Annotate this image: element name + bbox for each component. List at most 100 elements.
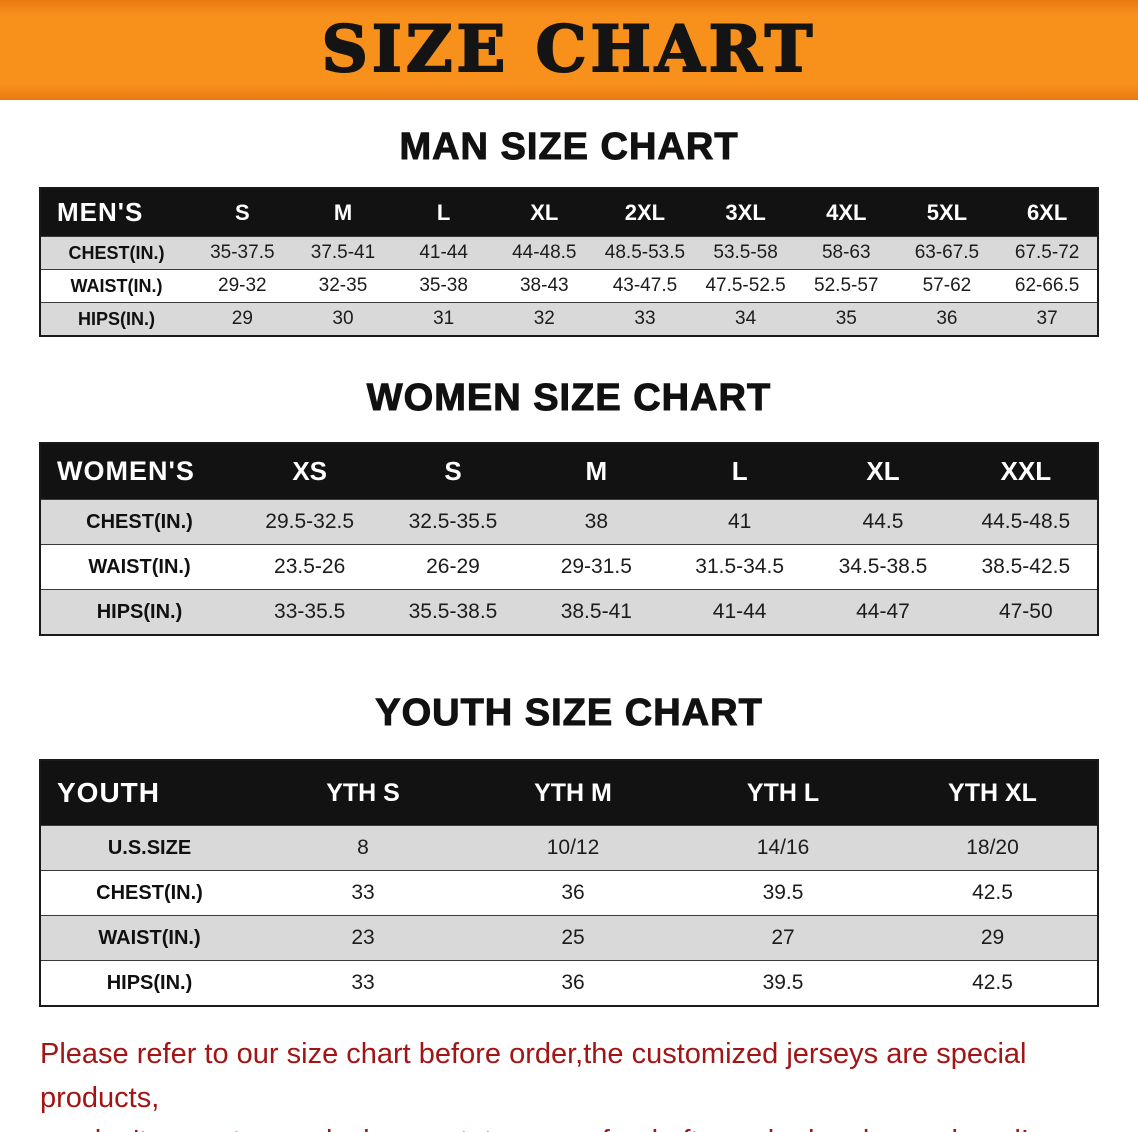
size-value-cell: 41-44 [419, 242, 468, 263]
women-size-chart-heading: WOMEN SIZE CHART [366, 377, 772, 420]
notice-line-1: Please refer to our size chart before or… [40, 1038, 1027, 1114]
size-value-cell: 47.5-52.5 [705, 275, 786, 296]
size-value-cell: 31 [433, 308, 455, 329]
youth-size-table: YOUTH YTH S YTH M YTH L YTH XL U.S.SIZE 8 10/12… [39, 759, 1099, 1007]
banner: SIZE CHART [0, 0, 1138, 100]
size-value-cell: 34.5-38.5 [838, 555, 928, 578]
size-column-header: XL [811, 443, 955, 500]
size-value-cell: 38.5-42.5 [981, 555, 1071, 578]
table-group-label: MEN'S [40, 188, 192, 237]
size-value-cell: 42.5 [972, 971, 1013, 994]
size-value-cell: 52.5-57 [814, 275, 879, 296]
table-row: CHEST(IN.) 35-37.5 37.5-41 41-44 44-48.5 48.5… [40, 236, 1098, 270]
size-column-header: XXL [954, 443, 1098, 500]
size-value-cell: 33 [351, 881, 375, 904]
table-row: WAIST(IN.) 23 25 27 29 [40, 915, 1098, 961]
size-value-cell: 42.5 [972, 881, 1013, 904]
row-label: U.S.SIZE [107, 836, 192, 859]
row-label: CHEST(IN.) [96, 881, 203, 904]
size-value-cell: 36 [561, 881, 585, 904]
size-value-cell: 47-50 [998, 600, 1053, 623]
size-value-cell: 18/20 [966, 836, 1019, 859]
size-value-cell: 34 [735, 308, 757, 329]
footer-notice: Please refer to our size chart before or… [40, 1033, 1118, 1132]
table-row: HIPS(IN.) 33-35.5 35.5-38.5 38.5-41 41-44 44-… [40, 589, 1098, 635]
page-title: SIZE CHART [321, 12, 817, 87]
size-column-header: YTH S [258, 760, 468, 826]
size-value-cell: 44-48.5 [512, 242, 577, 263]
size-value-cell: 48.5-53.5 [604, 242, 686, 263]
table-row: CHEST(IN.) 29.5-32.5 32.5-35.5 38 41 44.5 44.5… [40, 499, 1098, 545]
size-value-cell: 38-43 [519, 275, 569, 296]
table-row: WAIST(IN.) 23.5-26 26-29 29-31.5 31.5-34.5 34… [40, 544, 1098, 590]
row-label: HIPS(IN.) [106, 971, 193, 994]
size-value-cell: 32-35 [318, 275, 368, 296]
table-row: WAIST(IN.) 29-32 32-35 35-38 38-43 43-47.5 47.… [40, 269, 1098, 303]
row-label: WAIST(IN.) [98, 926, 201, 949]
size-column-header: S [192, 188, 293, 237]
size-value-cell: 29.5-32.5 [265, 510, 355, 533]
size-value-cell: 63-67.5 [914, 242, 980, 263]
size-value-cell: 35-38 [419, 275, 468, 296]
size-column-header: L [393, 188, 494, 237]
size-value-cell: 35.5-38.5 [408, 600, 498, 623]
size-value-cell: 36 [561, 971, 585, 994]
table-row: HIPS(IN.) 33 36 39.5 42.5 [40, 960, 1098, 1006]
size-value-cell: 33 [351, 971, 375, 994]
table-header-row: YOUTH YTH S YTH M YTH L YTH XL [40, 760, 1098, 826]
size-value-cell: 29 [980, 926, 1005, 949]
size-value-cell: 38 [584, 510, 608, 533]
size-value-cell: 36 [936, 308, 958, 329]
size-column-header: 5XL [896, 188, 998, 237]
size-value-cell: 44-47 [856, 600, 910, 623]
size-value-cell: 23.5-26 [274, 555, 346, 578]
size-value-cell: 30 [332, 308, 354, 329]
size-column-header: XL [493, 188, 595, 237]
table-row: HIPS(IN.) 29 30 31 32 33 34 35 36 37 [40, 302, 1098, 336]
size-value-cell: 58-63 [821, 242, 871, 263]
size-column-header: S [381, 443, 525, 500]
size-column-header: 6XL [997, 188, 1098, 237]
notice-line-2: we don't accept cancel, change, teturn o… [40, 1120, 1118, 1132]
size-value-cell: 41-44 [712, 600, 767, 623]
row-label: WAIST(IN.) [70, 275, 163, 296]
size-value-cell: 29 [231, 308, 253, 329]
size-value-cell: 67.5-72 [1014, 242, 1080, 263]
size-column-header: M [524, 443, 668, 500]
youth-size-chart-section: YOUTH SIZE CHART YOUTH YTH S YTH M YTH L YTH… [0, 692, 1138, 1007]
size-value-cell: 39.5 [762, 881, 804, 904]
size-value-cell: 35-37.5 [210, 242, 275, 263]
women-size-chart-section: WOMEN SIZE CHART WOMEN'S XS S M L XL XXL CHEST(… [0, 377, 1138, 636]
size-value-cell: 26-29 [426, 555, 480, 578]
size-value-cell: 37.5-41 [310, 242, 376, 263]
size-value-cell: 32 [533, 308, 555, 329]
size-value-cell: 10/12 [546, 836, 600, 859]
size-column-header: L [667, 443, 812, 500]
size-column-header: YTH M [468, 760, 678, 826]
row-label: HIPS(IN.) [96, 600, 183, 623]
size-value-cell: 14/16 [756, 836, 810, 859]
table-row: U.S.SIZE 8 10/12 14/16 18/20 [40, 825, 1098, 871]
size-value-cell: 33-35.5 [274, 600, 346, 623]
size-value-cell: 41 [727, 510, 752, 533]
size-column-header: YTH XL [888, 760, 1098, 826]
size-column-header: M [292, 188, 394, 237]
size-value-cell: 62-66.5 [1014, 275, 1080, 296]
man-size-chart-section: MAN SIZE CHART MEN'S S M L XL 2XL 3XL 4XL 5XL 6XL… [0, 126, 1138, 337]
size-value-cell: 53.5-58 [713, 242, 778, 263]
row-label: HIPS(IN.) [77, 308, 155, 329]
size-value-cell: 35 [835, 308, 857, 329]
size-value-cell: 44.5 [862, 510, 904, 533]
size-value-cell: 23 [351, 926, 375, 949]
size-column-header: 2XL [594, 188, 696, 237]
size-column-header: 4XL [795, 188, 897, 237]
table-header-row: MEN'S S M L XL 2XL 3XL 4XL 5XL 6XL [40, 188, 1098, 237]
row-label: CHEST(IN.) [68, 242, 165, 263]
youth-size-chart-heading: YOUTH SIZE CHART [375, 692, 763, 735]
size-value-cell: 8 [357, 836, 369, 859]
table-header-row: WOMEN'S XS S M L XL XXL [40, 443, 1098, 500]
size-value-cell: 44.5-48.5 [981, 510, 1071, 533]
size-value-cell: 43-47.5 [612, 275, 678, 296]
size-value-cell: 38.5-41 [560, 600, 632, 623]
size-value-cell: 31.5-34.5 [695, 555, 785, 578]
